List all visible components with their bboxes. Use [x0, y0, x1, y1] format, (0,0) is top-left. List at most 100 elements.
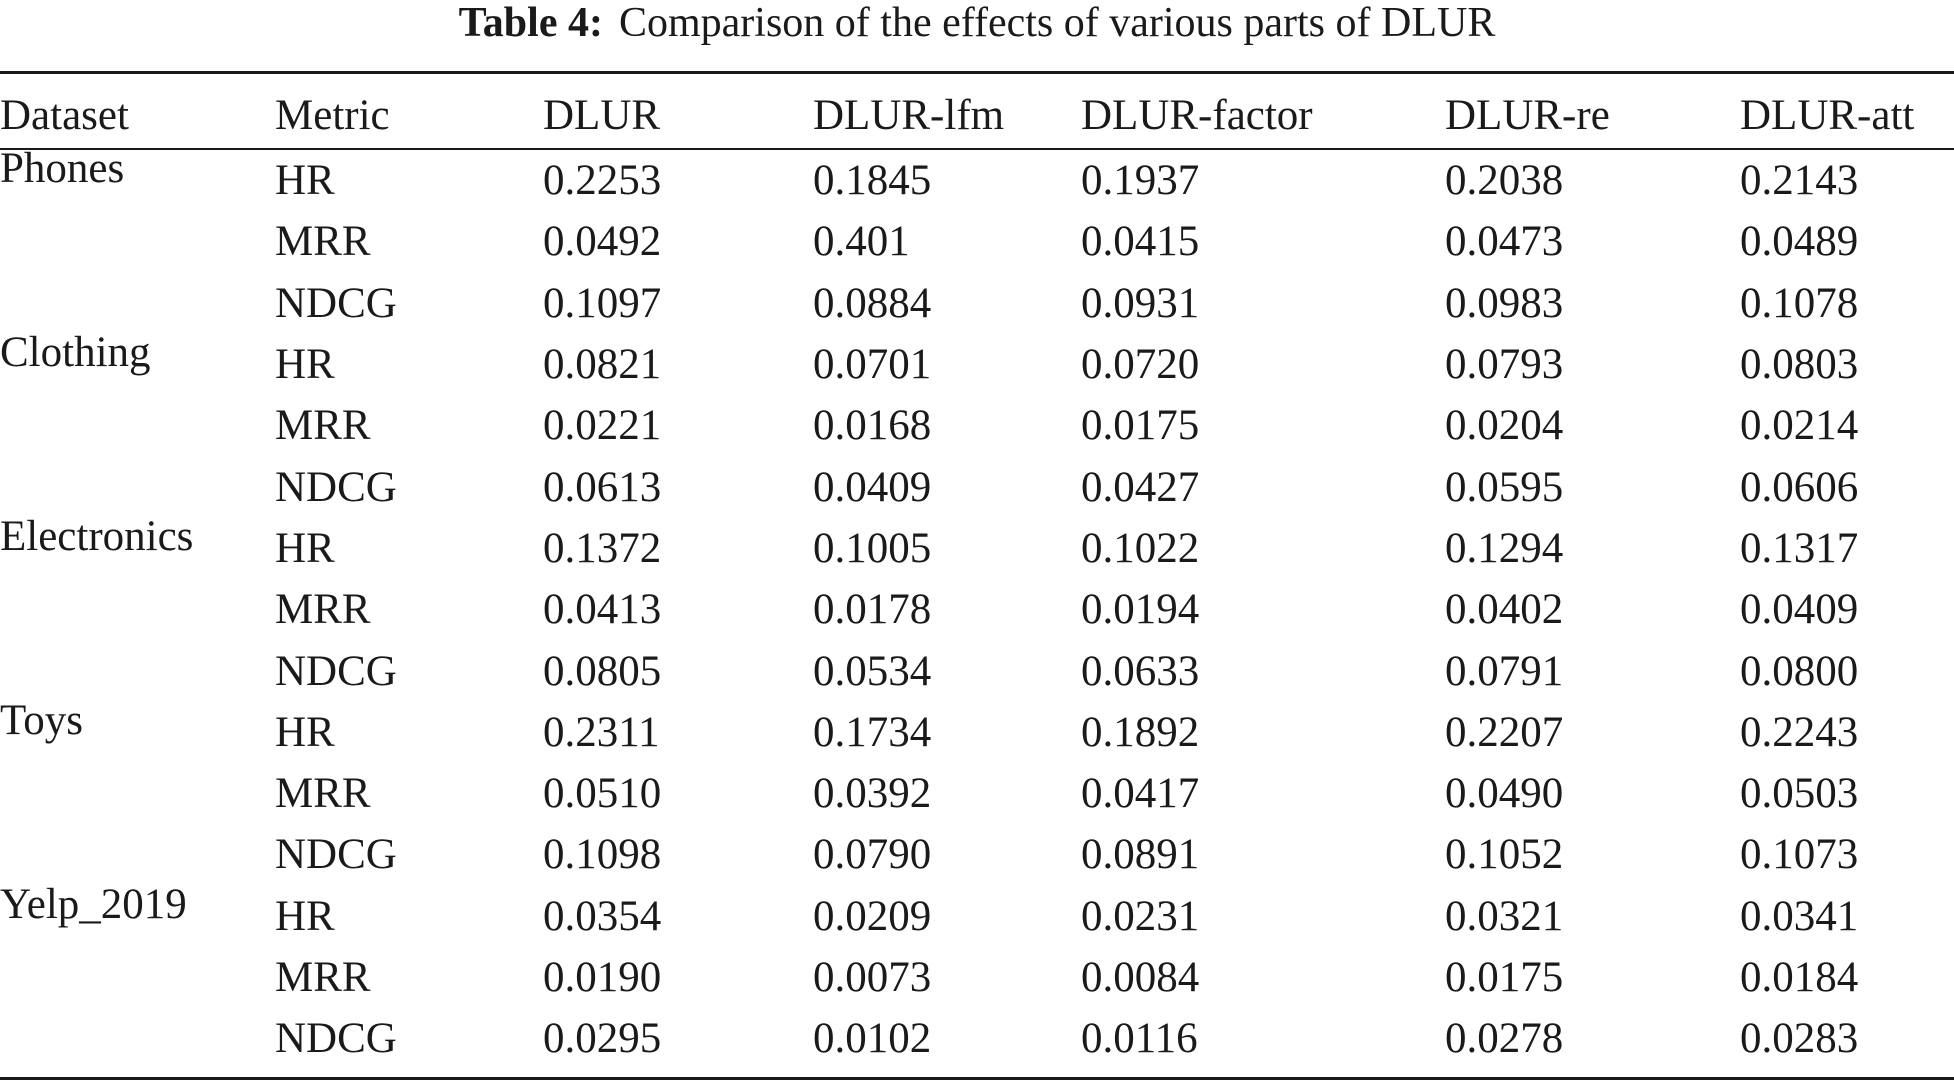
value-cell: 0.0803 [1740, 341, 1859, 389]
value-cell: 0.0606 [1740, 463, 1859, 511]
value-cell: 0.0503 [1740, 770, 1859, 818]
value-cell: 0.0409 [1740, 586, 1859, 634]
value-cell: 0.0354 [543, 892, 662, 940]
table-header: Dataset Metric DLUR DLUR-lfm DLUR-factor… [0, 80, 1954, 150]
header-row: Dataset Metric DLUR DLUR-lfm DLUR-factor… [0, 80, 1954, 150]
value-cell: 0.0409 [813, 463, 932, 511]
value-cell: 0.0983 [1445, 279, 1564, 327]
value-cell: 0.2253 [543, 157, 662, 205]
value-cell: 0.0791 [1445, 647, 1564, 695]
value-cell: 0.1892 [1081, 708, 1200, 756]
value-cell: 0.0178 [813, 586, 932, 634]
table-row: Clothing HR 0.0821 0.0701 0.0720 0.0793 0.0803 [0, 329, 1954, 395]
table-row: MRR 0.0221 0.0168 0.0175 0.0204 0.0214 [0, 395, 1954, 456]
value-cell: 0.0595 [1445, 463, 1564, 511]
value-cell: 0.1294 [1445, 524, 1564, 572]
metric-cell: MRR [275, 770, 371, 818]
value-cell: 0.0790 [813, 831, 932, 879]
value-cell: 0.0175 [1081, 402, 1200, 450]
value-cell: 0.0821 [543, 341, 662, 389]
header-dataset: Dataset [0, 91, 129, 139]
value-cell: 0.0800 [1740, 647, 1859, 695]
metric-cell: NDCG [275, 463, 397, 511]
metric-cell: MRR [275, 402, 371, 450]
value-cell: 0.0413 [543, 586, 662, 634]
value-cell: 0.0168 [813, 402, 932, 450]
dataset-label: Yelp_2019 [0, 880, 187, 928]
table-row: MRR 0.0413 0.0178 0.0194 0.0402 0.0409 [0, 579, 1954, 640]
value-cell: 0.2311 [543, 708, 660, 756]
value-cell: 0.0884 [813, 279, 932, 327]
value-cell: 0.0490 [1445, 770, 1564, 818]
value-cell: 0.2243 [1740, 708, 1859, 756]
value-cell: 0.0084 [1081, 954, 1200, 1001]
value-cell: 0.401 [813, 218, 910, 266]
value-cell: 0.0221 [543, 402, 662, 450]
dataset-label: Toys [0, 696, 83, 744]
value-cell: 0.1022 [1081, 524, 1200, 572]
value-cell: 0.0510 [543, 770, 662, 818]
value-cell: 0.0194 [1081, 586, 1200, 634]
header-dlur-att: DLUR-att [1740, 91, 1915, 139]
value-cell: 0.0473 [1445, 218, 1564, 266]
value-cell: 0.0190 [543, 954, 662, 1001]
table-caption-label: Table 4: [458, 0, 603, 46]
table-body: Phones HR 0.2253 0.1845 0.1937 0.2038 0.2143 MR… [0, 145, 1954, 1070]
dataset-cell: Yelp_2019 [0, 881, 275, 1070]
value-cell: 0.0175 [1445, 954, 1564, 1001]
value-cell: 0.1078 [1740, 279, 1859, 327]
value-cell: 0.0341 [1740, 892, 1859, 940]
value-cell: 0.0116 [1081, 1015, 1198, 1063]
value-cell: 0.0102 [813, 1015, 932, 1063]
metric-cell: NDCG [275, 1015, 397, 1063]
value-cell: 0.0613 [543, 463, 662, 511]
value-cell: 0.0720 [1081, 341, 1200, 389]
value-cell: 0.0417 [1081, 770, 1200, 818]
value-cell: 0.0073 [813, 954, 932, 1001]
value-cell: 0.0427 [1081, 463, 1200, 511]
dataset-cell: Electronics [0, 513, 275, 702]
table-row: NDCG 0.0805 0.0534 0.0633 0.0791 0.0800 [0, 640, 1954, 701]
table-row: NDCG 0.0295 0.0102 0.0116 0.0278 0.0283 [0, 1008, 1954, 1069]
value-cell: 0.0184 [1740, 954, 1859, 1001]
top-rule [0, 71, 1954, 74]
header-dlur: DLUR [543, 91, 661, 139]
value-cell: 0.1052 [1445, 831, 1564, 879]
value-cell: 0.0492 [543, 218, 662, 266]
value-cell: 0.0489 [1740, 218, 1859, 266]
value-cell: 0.1098 [543, 831, 662, 879]
metric-cell: MRR [275, 954, 371, 1001]
value-cell: 0.2207 [1445, 708, 1564, 756]
value-cell: 0.1317 [1740, 524, 1859, 572]
dataset-label: Phones [0, 145, 125, 192]
metric-cell: NDCG [275, 647, 397, 695]
table-row: NDCG 0.0613 0.0409 0.0427 0.0595 0.0606 [0, 456, 1954, 517]
value-cell: 0.0231 [1081, 892, 1200, 940]
table-row: MRR 0.0492 0.401 0.0415 0.0473 0.0489 [0, 211, 1954, 272]
value-cell: 0.0295 [543, 1015, 662, 1063]
dataset-cell: Toys [0, 697, 275, 886]
value-cell: 0.0283 [1740, 1015, 1859, 1063]
value-cell: 0.0402 [1445, 586, 1564, 634]
metric-cell: MRR [275, 586, 371, 634]
value-cell: 0.0701 [813, 341, 932, 389]
dataset-label: Electronics [0, 512, 194, 560]
value-cell: 0.0415 [1081, 218, 1200, 266]
value-cell: 0.1005 [813, 524, 932, 572]
table-row: MRR 0.0190 0.0073 0.0084 0.0175 0.0184 [0, 947, 1954, 1008]
value-cell: 0.0278 [1445, 1015, 1564, 1063]
value-cell: 0.1073 [1740, 831, 1859, 879]
table-caption-text: Comparison of the effects of various par… [618, 0, 1496, 46]
table-row: Phones HR 0.2253 0.1845 0.1937 0.2038 0.2143 [0, 145, 1954, 211]
value-cell: 0.0534 [813, 647, 932, 695]
results-table: Dataset Metric DLUR DLUR-lfm DLUR-factor… [0, 80, 1954, 1069]
table-row: Electronics HR 0.1372 0.1005 0.1022 0.1294 0.1… [0, 513, 1954, 579]
value-cell: 0.0793 [1445, 341, 1564, 389]
value-cell: 0.1097 [543, 279, 662, 327]
metric-cell: NDCG [275, 279, 397, 327]
table-row: NDCG 0.1097 0.0884 0.0931 0.0983 0.1078 [0, 273, 1954, 334]
header-dlur-re: DLUR-re [1445, 91, 1610, 139]
value-cell: 0.0214 [1740, 402, 1859, 450]
value-cell: 0.2038 [1445, 157, 1564, 205]
header-dlur-factor: DLUR-factor [1081, 91, 1313, 139]
